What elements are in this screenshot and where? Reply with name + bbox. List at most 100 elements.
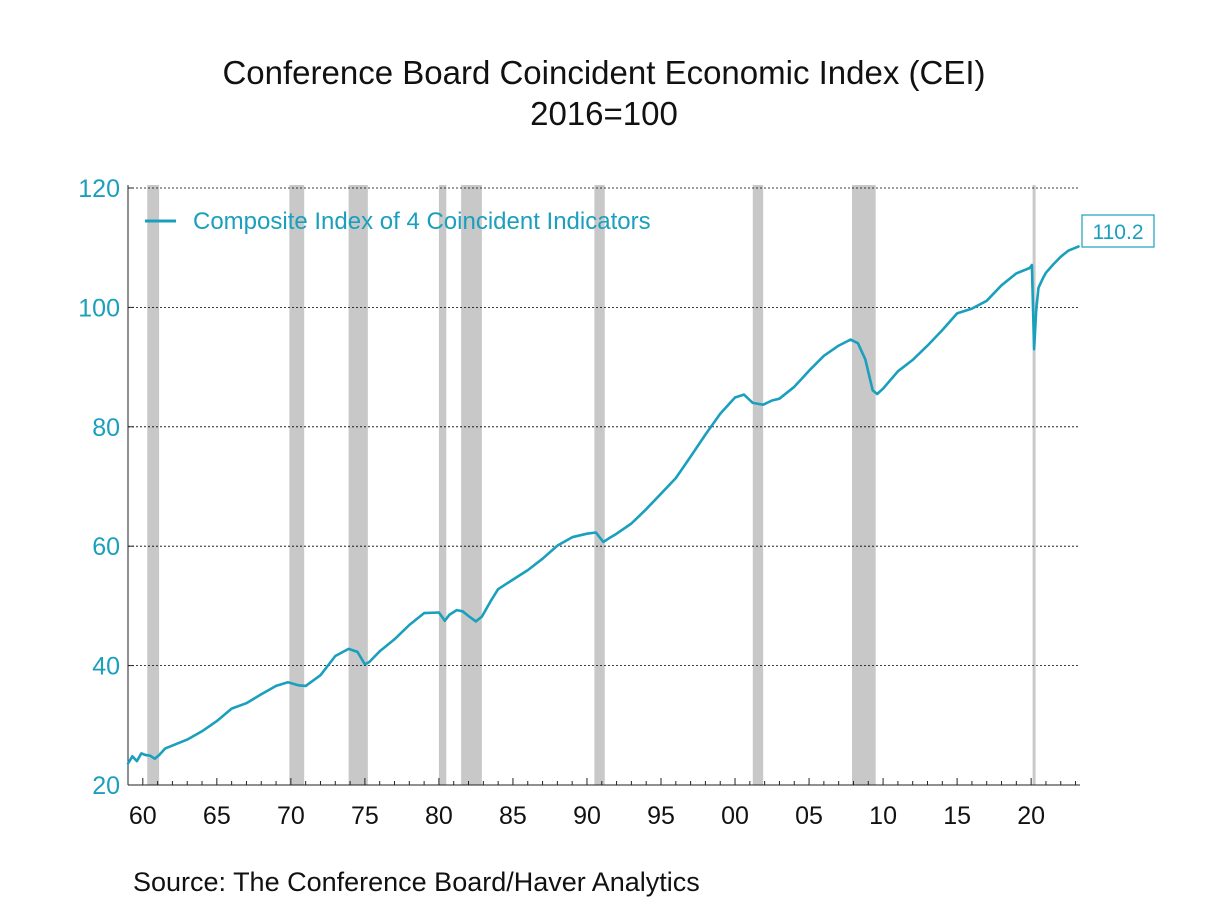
data-point	[408, 624, 411, 626]
data-point	[144, 754, 147, 757]
data-point	[1028, 267, 1031, 269]
data-point	[751, 402, 754, 404]
data-point	[455, 609, 458, 611]
data-point	[771, 399, 773, 402]
x-tick-label: 20	[1017, 802, 1045, 830]
source-note: Source: The Conference Board/Haver Analy…	[133, 867, 700, 897]
data-point	[602, 541, 605, 543]
data-point	[215, 720, 218, 723]
data-point	[734, 396, 736, 399]
data-point	[171, 744, 174, 747]
data-point	[1015, 272, 1018, 275]
recession-band	[348, 185, 368, 785]
data-point	[822, 354, 825, 357]
legend-label: Composite Index of 4 Coincident Indicato…	[193, 208, 651, 235]
data-point	[378, 650, 381, 653]
series-lines	[126, 245, 1080, 765]
data-point	[1045, 271, 1047, 274]
data-point	[689, 455, 692, 458]
data-point	[1077, 245, 1080, 248]
x-tick-labels: 60 65 70 75 80 85 90 95 00 05 10 15 20	[129, 802, 1045, 830]
data-point	[541, 557, 544, 560]
data-point	[882, 387, 884, 390]
data-point	[127, 762, 129, 765]
data-point	[586, 532, 588, 535]
x-tick-label: 90	[573, 802, 601, 830]
data-point	[245, 702, 248, 705]
data-point	[896, 370, 899, 373]
data-point	[594, 531, 597, 534]
data-point	[448, 613, 451, 616]
data-point	[260, 693, 263, 696]
data-point	[438, 611, 440, 614]
data-point	[1067, 249, 1070, 252]
y-tick-label: 80	[92, 414, 120, 442]
data-point	[674, 477, 677, 480]
x-tick-label: 85	[499, 802, 527, 830]
y-tick-label: 100	[78, 294, 120, 322]
x-tick-label: 05	[795, 802, 823, 830]
data-point	[857, 342, 859, 345]
data-point	[941, 329, 944, 331]
data-point	[1074, 246, 1077, 249]
data-point	[512, 578, 514, 581]
x-tick-label: 95	[647, 802, 675, 830]
data-point	[645, 508, 648, 511]
data-point	[1059, 255, 1062, 258]
data-point	[319, 674, 322, 677]
y-tick-label: 20	[92, 772, 120, 800]
data-point	[304, 684, 307, 687]
data-point	[149, 754, 152, 757]
x-tick-label: 75	[351, 802, 379, 830]
data-point	[630, 522, 633, 525]
data-point	[334, 655, 337, 657]
data-point	[1030, 264, 1033, 266]
chart-title: Conference Board Coincident Economic Ind…	[222, 54, 986, 91]
data-point	[571, 536, 574, 539]
data-point	[1037, 286, 1040, 289]
x-tick-label: 65	[203, 802, 231, 830]
gridlines	[128, 187, 1080, 666]
data-point	[461, 610, 464, 613]
series-line	[126, 245, 1080, 765]
recession-band	[594, 185, 605, 785]
data-point	[556, 544, 559, 547]
data-point	[660, 492, 662, 495]
recession-band	[752, 185, 764, 785]
data-point	[443, 619, 446, 622]
data-point	[793, 385, 796, 388]
data-point	[864, 358, 867, 361]
data-point	[956, 312, 959, 315]
data-point	[719, 412, 722, 415]
data-point	[164, 747, 166, 750]
data-point	[526, 569, 529, 571]
data-point	[985, 299, 988, 302]
data-point	[743, 393, 745, 396]
data-point	[186, 738, 189, 741]
recession-band	[147, 185, 160, 785]
x-tick-label: 70	[277, 802, 305, 830]
data-point	[275, 684, 277, 687]
last-value-box	[1081, 214, 1155, 248]
recession-band	[851, 185, 876, 785]
recession-band	[1032, 185, 1036, 785]
data-point	[911, 359, 914, 361]
data-point	[615, 532, 618, 535]
chart-subtitle: 2016=100	[530, 95, 678, 132]
data-point	[356, 650, 359, 653]
data-point	[135, 760, 138, 763]
recession-band	[438, 185, 447, 785]
recession-band	[461, 185, 482, 785]
x-tick-label: 60	[129, 802, 157, 830]
data-point	[230, 707, 233, 710]
data-point	[497, 588, 500, 591]
last-value-badge: 110.2	[1081, 214, 1155, 248]
data-point	[808, 369, 810, 372]
data-point	[1052, 263, 1055, 266]
y-tick-label: 60	[92, 533, 120, 561]
data-point	[609, 536, 612, 539]
data-point	[363, 663, 366, 666]
data-point	[393, 638, 396, 641]
recession-band	[289, 185, 305, 785]
x-tick-label: 00	[721, 802, 749, 830]
